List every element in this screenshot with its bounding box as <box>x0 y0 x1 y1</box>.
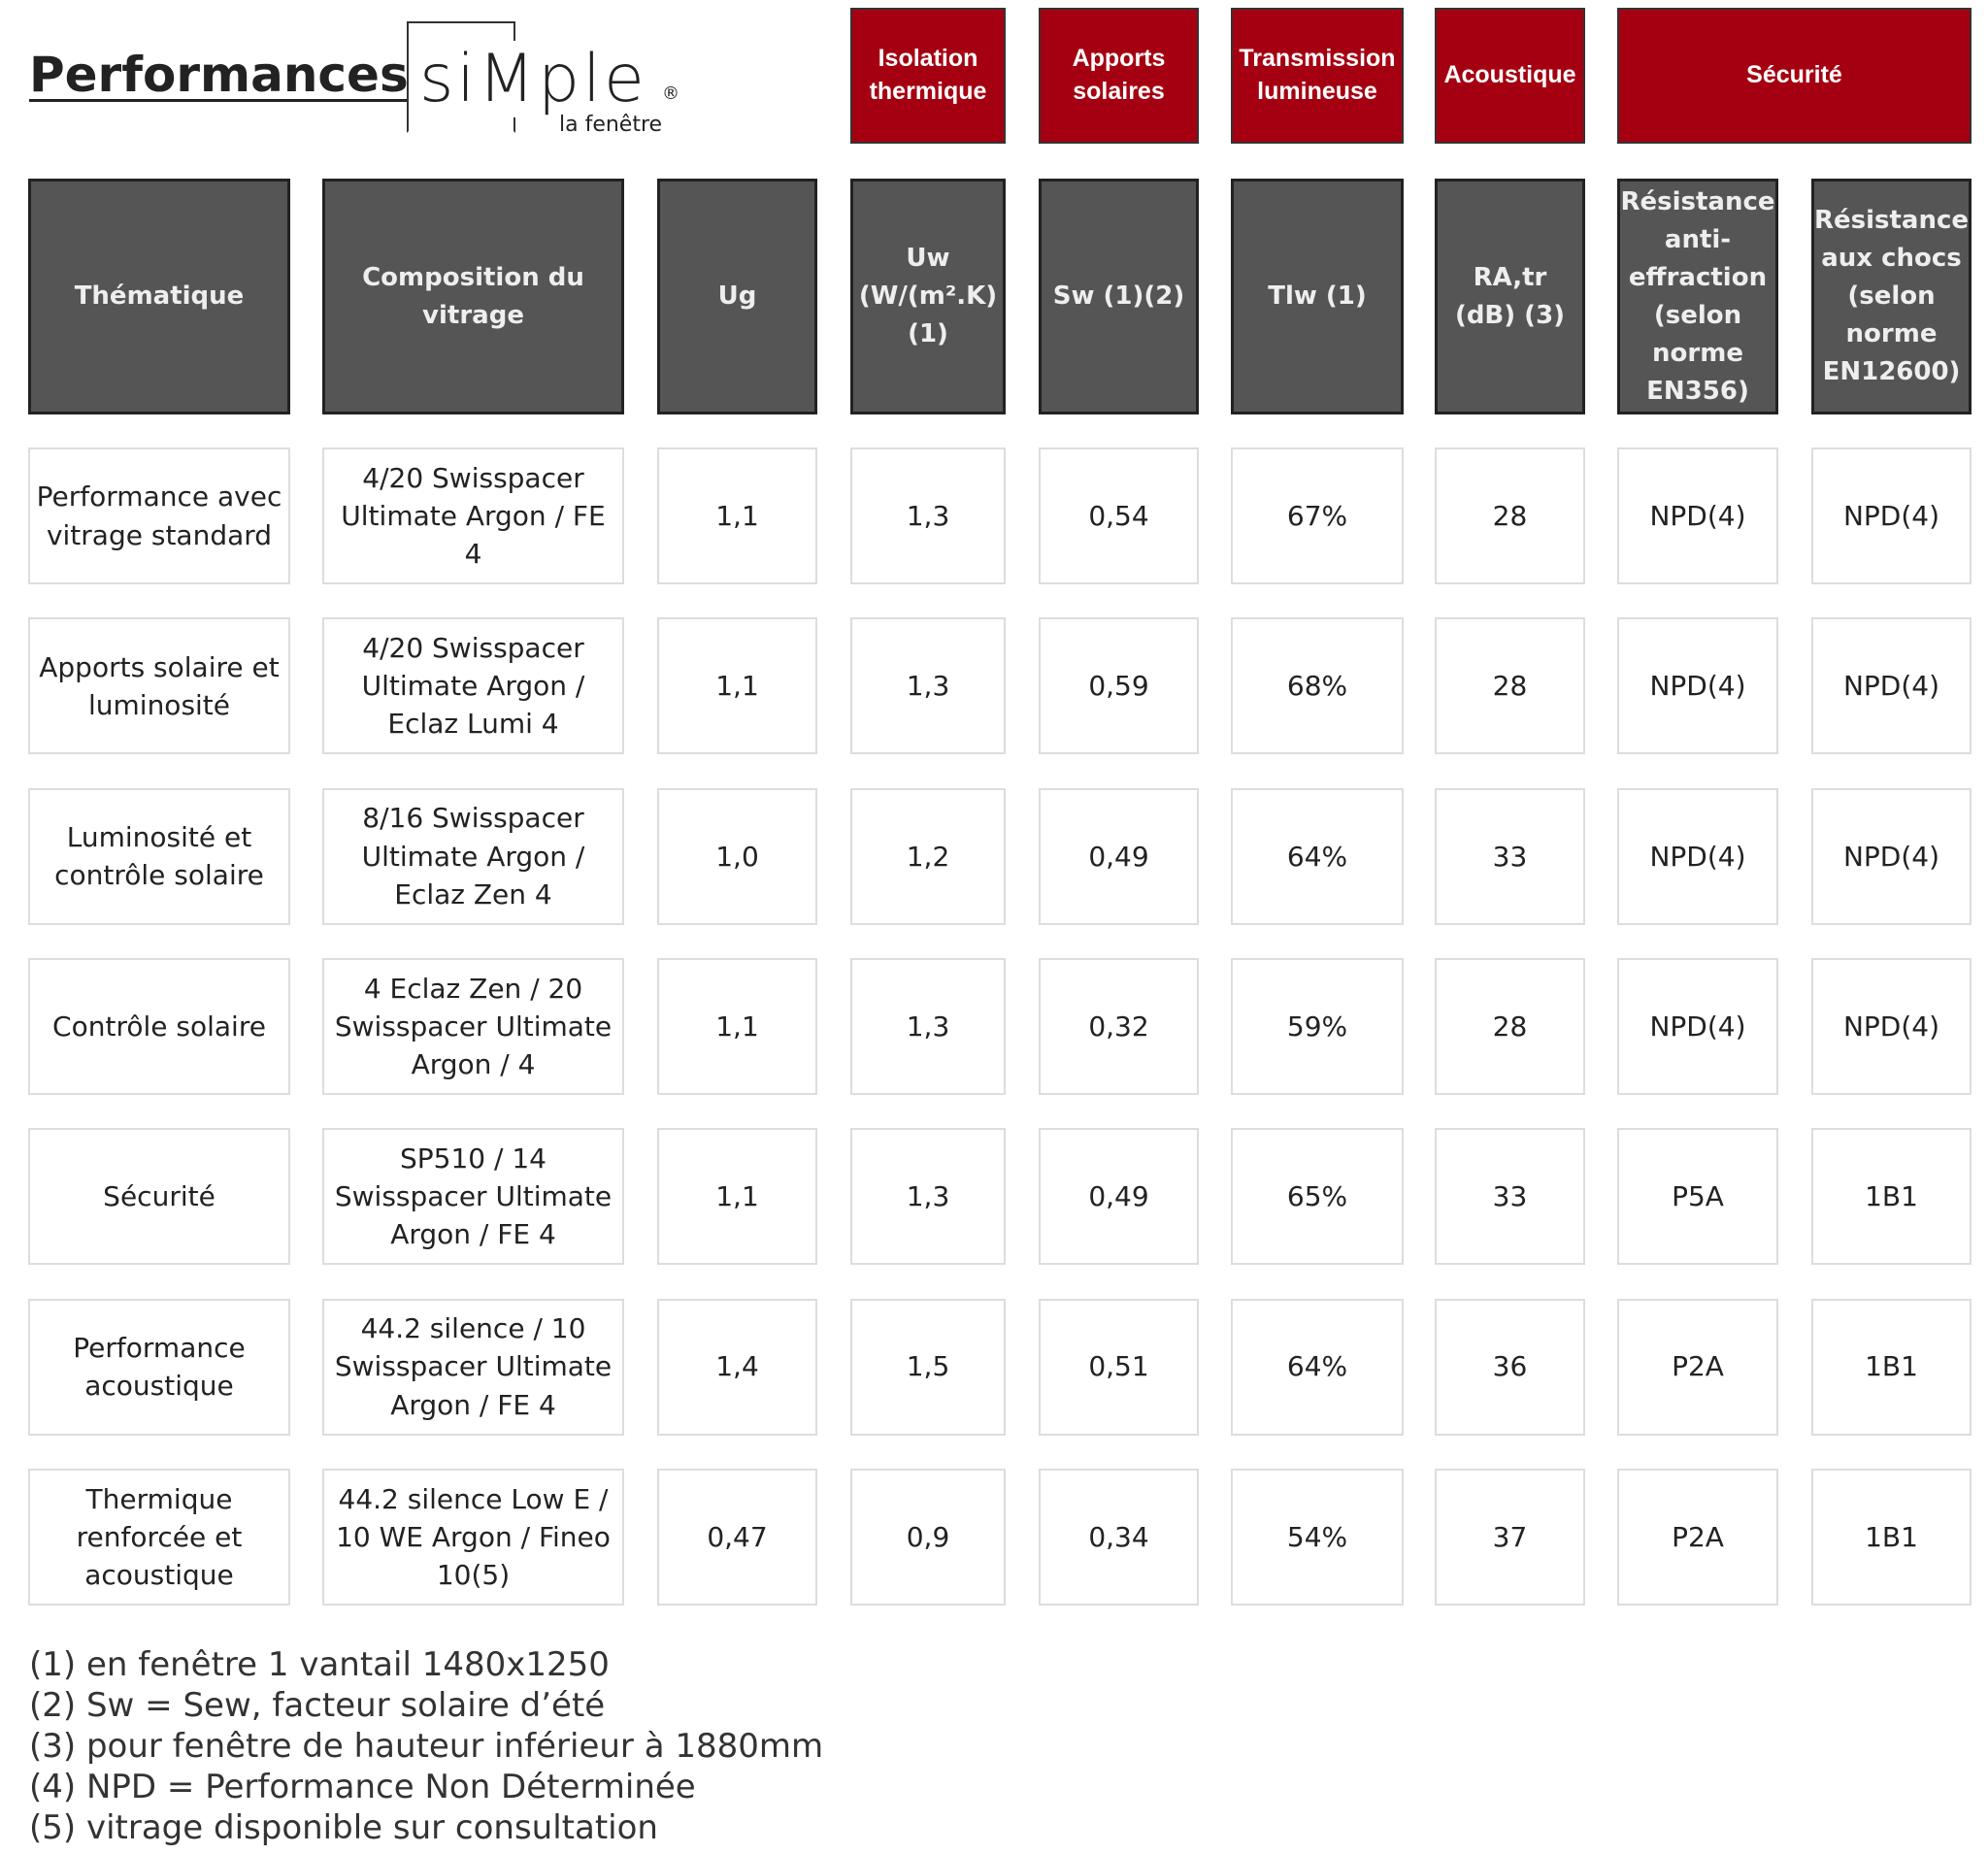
table-cell: 64% <box>1231 787 1404 925</box>
table-cell: 67% <box>1231 447 1404 584</box>
table-cell: 1,4 <box>657 1298 817 1436</box>
column-header: Tlw (1) <box>1231 179 1404 414</box>
table-cell: NPD(4) <box>1811 447 1971 584</box>
table-cell: 44.2 silence / 10 Swisspacer Ultimate Ar… <box>322 1298 624 1436</box>
table-cell: Performance acoustique <box>28 1298 290 1436</box>
footnote: (3) pour fenêtre de hauteur inférieur à … <box>29 1727 824 1766</box>
table-cell: Sécurité <box>28 1128 290 1266</box>
table-cell: Contrôle solaire <box>28 957 290 1095</box>
table-cell: 33 <box>1435 787 1585 925</box>
table-cell: 4/20 Swisspacer Ultimate Argon / Eclaz L… <box>322 617 624 755</box>
table-cell: 37 <box>1435 1468 1585 1606</box>
table-cell: 4/20 Swisspacer Ultimate Argon / FE 4 <box>322 447 624 584</box>
table-cell: 65% <box>1231 1128 1404 1266</box>
column-header: Uw (W/(m².K) (1) <box>850 179 1006 414</box>
table-cell: 28 <box>1435 957 1585 1095</box>
table-cell: 1,3 <box>850 617 1006 755</box>
column-header: Sw (1)(2) <box>1039 179 1199 414</box>
table-cell: Performance avec vitrage standard <box>28 447 290 584</box>
table-cell: 0,54 <box>1039 447 1199 584</box>
column-header: Composition du vitrage <box>322 179 624 414</box>
column-header: RA,tr (dB) (3) <box>1435 179 1585 414</box>
table-cell: SP510 / 14 Swisspacer Ultimate Argon / F… <box>322 1128 624 1266</box>
column-header: Thématique <box>28 179 290 414</box>
table-cell: 0,49 <box>1039 787 1199 925</box>
table-cell: 0,49 <box>1039 1128 1199 1266</box>
table-cell: 0,32 <box>1039 957 1199 1095</box>
table-cell: 28 <box>1435 617 1585 755</box>
table-cell: NPD(4) <box>1617 617 1778 755</box>
footnote: (2) Sw = Sew, facteur solaire d’été <box>29 1686 606 1725</box>
table-cell: 59% <box>1231 957 1404 1095</box>
table-cell: 1,0 <box>657 787 817 925</box>
column-header: Résistance anti-effraction (selon norme … <box>1617 179 1778 414</box>
table-cell: 1,1 <box>657 617 817 755</box>
footnote: (4) NPD = Performance Non Déterminée <box>29 1768 696 1806</box>
table-cell: Luminosité et contrôle solaire <box>28 787 290 925</box>
table-cell: 0,51 <box>1039 1298 1199 1436</box>
table-cell: 1,3 <box>850 1128 1006 1266</box>
table-cell: Apports solaire et luminosité <box>28 617 290 755</box>
logo-brand: siMple <box>419 41 647 117</box>
table-cell: NPD(4) <box>1617 447 1778 584</box>
group-header: Acoustique <box>1435 8 1585 144</box>
table-cell: 33 <box>1435 1128 1585 1266</box>
column-header: Résistance aux chocs (selon norme EN1260… <box>1811 179 1971 414</box>
group-header: Apports solaires <box>1039 8 1199 144</box>
group-header: Transmission lumineuse <box>1231 8 1404 144</box>
table-cell: 68% <box>1231 617 1404 755</box>
table-cell: 0,34 <box>1039 1468 1199 1606</box>
table-cell: NPD(4) <box>1811 957 1971 1095</box>
table-cell: 1,1 <box>657 1128 817 1266</box>
table-cell: 0,47 <box>657 1468 817 1606</box>
table-cell: NPD(4) <box>1811 787 1971 925</box>
table-cell: NPD(4) <box>1617 957 1778 1095</box>
logo-tagline: la fenêtre <box>559 113 663 137</box>
table-cell: Thermique renforcée et acoustique <box>28 1468 290 1606</box>
table-cell: 8/16 Swisspacer Ultimate Argon / Eclaz Z… <box>322 787 624 925</box>
table-cell: 1,1 <box>657 447 817 584</box>
table-cell: 4 Eclaz Zen / 20 Swisspacer Ultimate Arg… <box>322 957 624 1095</box>
table-cell: 1B1 <box>1811 1468 1971 1606</box>
table-cell: 44.2 silence Low E / 10 WE Argon / Fineo… <box>322 1468 624 1606</box>
table-cell: 64% <box>1231 1298 1404 1436</box>
table-cell: 1,3 <box>850 957 1006 1095</box>
table-cell: 1B1 <box>1811 1298 1971 1436</box>
table-cell: 28 <box>1435 447 1585 584</box>
table-cell: 1,3 <box>850 447 1006 584</box>
table-cell: 1,5 <box>850 1298 1006 1436</box>
table-cell: 1,1 <box>657 957 817 1095</box>
footnote: (5) vitrage disponible sur consultation <box>29 1808 658 1847</box>
table-cell: 1,2 <box>850 787 1006 925</box>
table-cell: 54% <box>1231 1468 1404 1606</box>
table-cell: NPD(4) <box>1811 617 1971 755</box>
group-header: Isolation thermique <box>850 8 1006 144</box>
table-cell: NPD(4) <box>1617 787 1778 925</box>
table-cell: P2A <box>1617 1468 1778 1606</box>
table-cell: P2A <box>1617 1298 1778 1436</box>
table-cell: 1B1 <box>1811 1128 1971 1266</box>
logo-mark: ® <box>662 83 679 104</box>
table-cell: 0,9 <box>850 1468 1006 1606</box>
table-cell: 36 <box>1435 1298 1585 1436</box>
footnote: (1) en fenêtre 1 vantail 1480x1250 <box>29 1645 610 1684</box>
column-header: Ug <box>657 179 817 414</box>
group-header: Sécurité <box>1617 8 1971 144</box>
page-title: Performances <box>29 47 409 103</box>
table-cell: P5A <box>1617 1128 1778 1266</box>
table-cell: 0,59 <box>1039 617 1199 755</box>
